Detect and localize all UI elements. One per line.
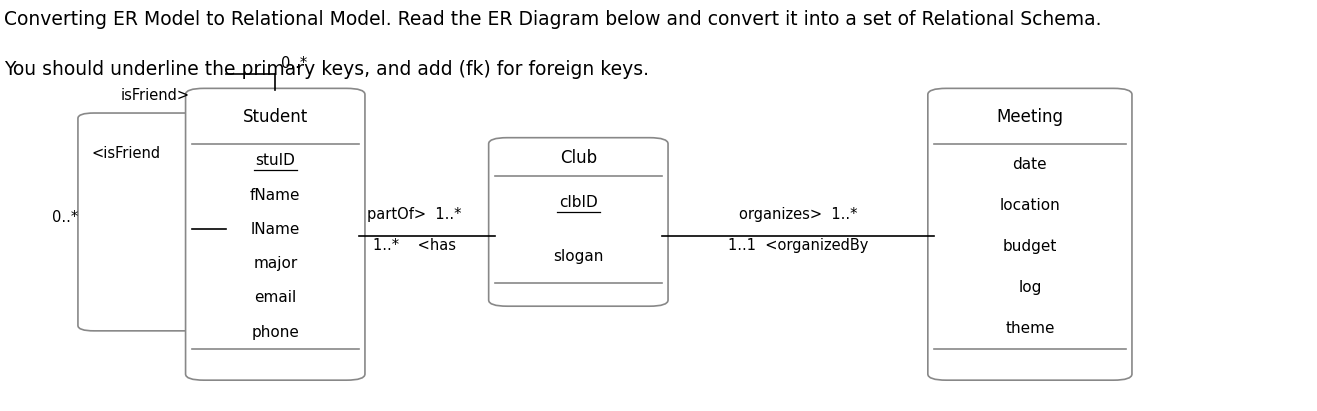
FancyBboxPatch shape	[186, 88, 365, 380]
Text: organizes>  1..*: organizes> 1..*	[739, 207, 857, 222]
FancyBboxPatch shape	[78, 113, 233, 331]
Text: 0..*: 0..*	[282, 56, 308, 71]
Text: email: email	[254, 291, 296, 305]
Text: stuID: stuID	[255, 153, 295, 168]
Text: date: date	[1013, 157, 1047, 172]
Text: 1..1  <organizedBy: 1..1 <organizedBy	[728, 238, 868, 253]
Text: phone: phone	[252, 325, 299, 340]
Text: clbID: clbID	[558, 195, 598, 210]
Text: 1..*    <has: 1..* <has	[373, 238, 456, 253]
Text: budget: budget	[1002, 239, 1058, 254]
Text: slogan: slogan	[553, 249, 603, 263]
Text: Converting ER Model to Relational Model. Read the ER Diagram below and convert i: Converting ER Model to Relational Model.…	[4, 10, 1101, 29]
FancyBboxPatch shape	[489, 138, 668, 306]
Text: location: location	[1000, 198, 1060, 213]
FancyBboxPatch shape	[928, 88, 1131, 380]
Text: lName: lName	[250, 222, 300, 237]
Text: Student: Student	[242, 108, 308, 126]
Text: major: major	[253, 256, 298, 271]
Text: Meeting: Meeting	[997, 108, 1063, 126]
Text: isFriend>: isFriend>	[121, 88, 190, 103]
Text: fName: fName	[250, 187, 300, 203]
Text: 0..*: 0..*	[51, 210, 78, 225]
Text: log: log	[1018, 280, 1042, 295]
Text: theme: theme	[1005, 321, 1055, 336]
Text: <isFriend: <isFriend	[92, 146, 161, 161]
Text: Club: Club	[560, 149, 597, 167]
Text: You should underline the primary keys, and add (fk) for foreign keys.: You should underline the primary keys, a…	[4, 60, 649, 79]
Text: partOf>  1..*: partOf> 1..*	[367, 207, 462, 222]
